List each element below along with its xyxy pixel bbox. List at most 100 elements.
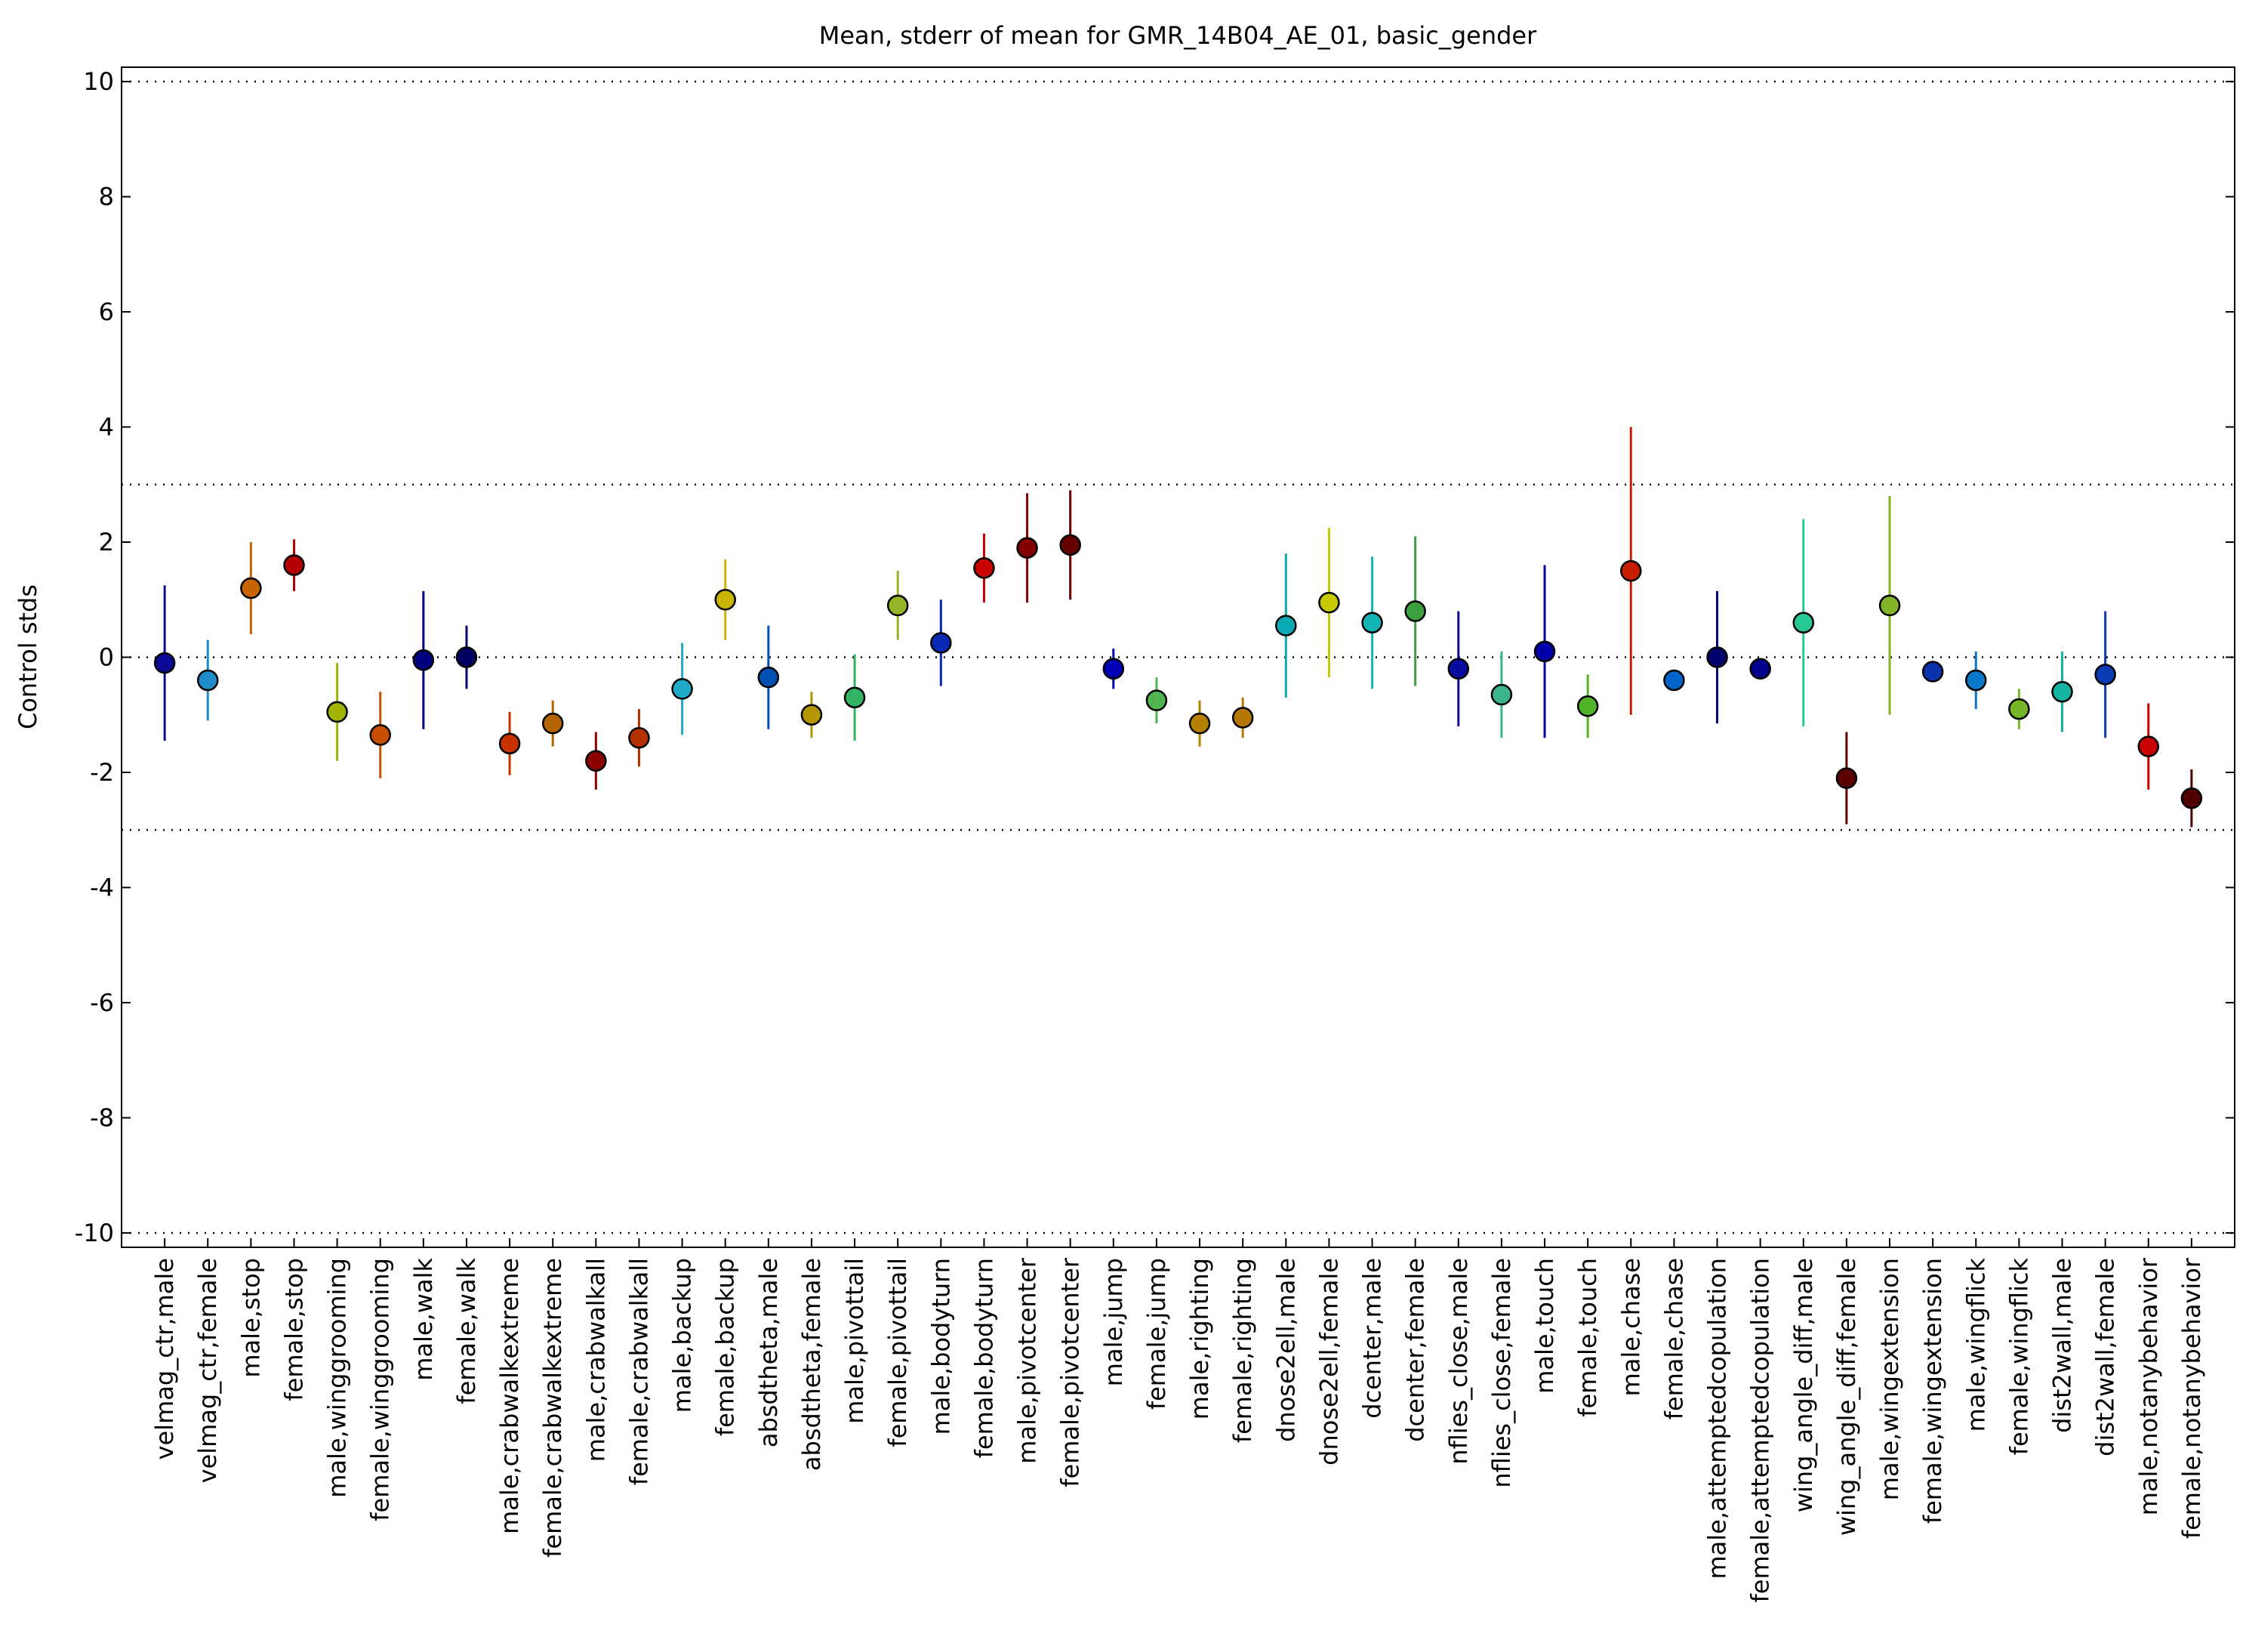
x-tick-label: wing_angle_diff,male xyxy=(1789,1258,1818,1512)
y-tick-label: -10 xyxy=(75,1219,114,1247)
mean-marker xyxy=(714,589,736,611)
x-tick-label: male,stop xyxy=(236,1258,265,1378)
y-tick-label: 0 xyxy=(99,643,114,672)
y-tick-label: -2 xyxy=(90,758,114,787)
x-tick-label: female,touch xyxy=(1573,1258,1602,1417)
x-tick-label: male,touch xyxy=(1530,1258,1559,1394)
x-tick-label: female,winggrooming xyxy=(366,1258,395,1521)
y-tick-label: 10 xyxy=(83,67,114,96)
mean-marker xyxy=(1706,646,1728,668)
mean-marker xyxy=(1404,600,1426,622)
x-tick-label: female,walk xyxy=(452,1258,481,1404)
x-tick-label: male,notanybehavior xyxy=(2134,1257,2163,1515)
mean-marker xyxy=(412,649,435,671)
y-tick-label: 4 xyxy=(99,413,114,442)
x-tick-label: male,chase xyxy=(1616,1258,1645,1396)
x-tick-label: female,wingextension xyxy=(1918,1258,1947,1524)
x-tick-label: nflies_close,male xyxy=(1444,1258,1473,1465)
mean-marker xyxy=(455,646,478,668)
x-tick-label: male,wingextension xyxy=(1875,1258,1904,1500)
y-tick-label: -8 xyxy=(90,1103,114,1132)
mean-marker xyxy=(153,652,176,674)
x-tick-label: dcenter,female xyxy=(1401,1258,1430,1442)
y-tick-label: 2 xyxy=(99,528,114,556)
mean-marker xyxy=(1145,689,1168,711)
x-tick-label: dnose2ell,male xyxy=(1271,1258,1300,1442)
mean-marker xyxy=(757,666,780,689)
mean-marker xyxy=(585,750,607,772)
x-tick-label: female,stop xyxy=(279,1258,308,1401)
x-tick-label: female,chase xyxy=(1659,1258,1688,1419)
y-axis-label: Control stds xyxy=(14,584,42,729)
mean-marker xyxy=(1318,591,1340,614)
mean-marker xyxy=(973,557,995,579)
x-tick-label: velmag_ctr,male xyxy=(150,1258,179,1459)
x-tick-label: female,attemptedcopulation xyxy=(1746,1258,1775,1602)
mean-marker xyxy=(1663,669,1685,692)
mean-marker xyxy=(196,669,219,692)
mean-marker xyxy=(1878,594,1901,617)
x-tick-label: female,jump xyxy=(1142,1258,1171,1410)
mean-marker xyxy=(1275,615,1297,636)
mean-marker xyxy=(628,726,650,749)
x-tick-label: male,bodyturn xyxy=(926,1258,955,1435)
x-tick-label: male,winggrooming xyxy=(323,1258,352,1498)
mean-marker xyxy=(541,712,564,735)
x-tick-label: male,pivottail xyxy=(840,1258,869,1424)
x-tick-label: female,bodyturn xyxy=(969,1258,998,1458)
mean-marker xyxy=(1102,658,1125,680)
mean-marker xyxy=(1188,712,1211,735)
mean-marker xyxy=(1016,537,1038,559)
x-tick-label: dist2wall,female xyxy=(2091,1258,2120,1456)
mean-marker xyxy=(671,678,693,700)
mean-marker xyxy=(1533,640,1556,663)
x-tick-label: nflies_close,female xyxy=(1487,1258,1516,1488)
mean-marker xyxy=(2008,698,2030,720)
x-tick-label: female,crabwalkall xyxy=(624,1258,653,1485)
x-tick-label: male,righting xyxy=(1185,1258,1214,1419)
y-tick-label: 8 xyxy=(99,183,114,211)
x-tick-label: female,backup xyxy=(711,1258,740,1436)
mean-marker xyxy=(2137,735,2160,757)
y-tick-label: -6 xyxy=(90,988,114,1017)
mean-marker xyxy=(1620,559,1642,582)
chart-title: Mean, stderr of mean for GMR_14B04_AE_01… xyxy=(819,21,1537,50)
y-tick-label: 6 xyxy=(99,297,114,326)
mean-marker xyxy=(1231,707,1254,729)
x-tick-label: male,backup xyxy=(668,1258,697,1413)
x-tick-label: absdtheta,male xyxy=(754,1258,783,1447)
x-tick-label: male,walk xyxy=(409,1258,438,1381)
x-tick-label: male,crabwalkextreme xyxy=(495,1258,524,1534)
y-tick-label: -4 xyxy=(90,873,114,902)
x-tick-label: female,crabwalkextreme xyxy=(538,1258,567,1558)
x-tick-label: female,pivottail xyxy=(883,1258,912,1447)
mean-marker xyxy=(886,594,909,617)
x-tick-label: dist2wall,male xyxy=(2048,1258,2077,1433)
mean-marker xyxy=(2051,680,2073,703)
mean-marker xyxy=(800,704,823,726)
x-tick-label: dnose2ell,female xyxy=(1314,1258,1343,1466)
mean-marker xyxy=(930,632,952,654)
x-tick-label: male,attemptedcopulation xyxy=(1703,1258,1732,1580)
mean-marker xyxy=(1921,661,1944,683)
mean-marker xyxy=(843,686,866,709)
mean-marker xyxy=(2094,664,2116,686)
x-tick-label: male,wingflick xyxy=(1961,1258,1990,1432)
x-tick-label: wing_angle_diff,female xyxy=(1832,1258,1861,1536)
mean-marker xyxy=(498,732,521,755)
mean-marker xyxy=(1965,669,1987,692)
x-tick-label: male,jump xyxy=(1099,1258,1128,1386)
mean-marker xyxy=(1749,658,1771,680)
mean-marker xyxy=(369,724,391,746)
mean-marker xyxy=(1835,767,1858,789)
mean-marker xyxy=(240,577,262,599)
mean-marker xyxy=(326,701,348,723)
mean-marker xyxy=(283,554,305,576)
mean-marker xyxy=(1490,683,1513,706)
mean-marker xyxy=(1792,612,1815,634)
mean-marker xyxy=(2180,787,2203,809)
x-tick-label: velmag_ctr,female xyxy=(193,1258,222,1483)
x-tick-label: male,crabwalkall xyxy=(581,1258,610,1462)
